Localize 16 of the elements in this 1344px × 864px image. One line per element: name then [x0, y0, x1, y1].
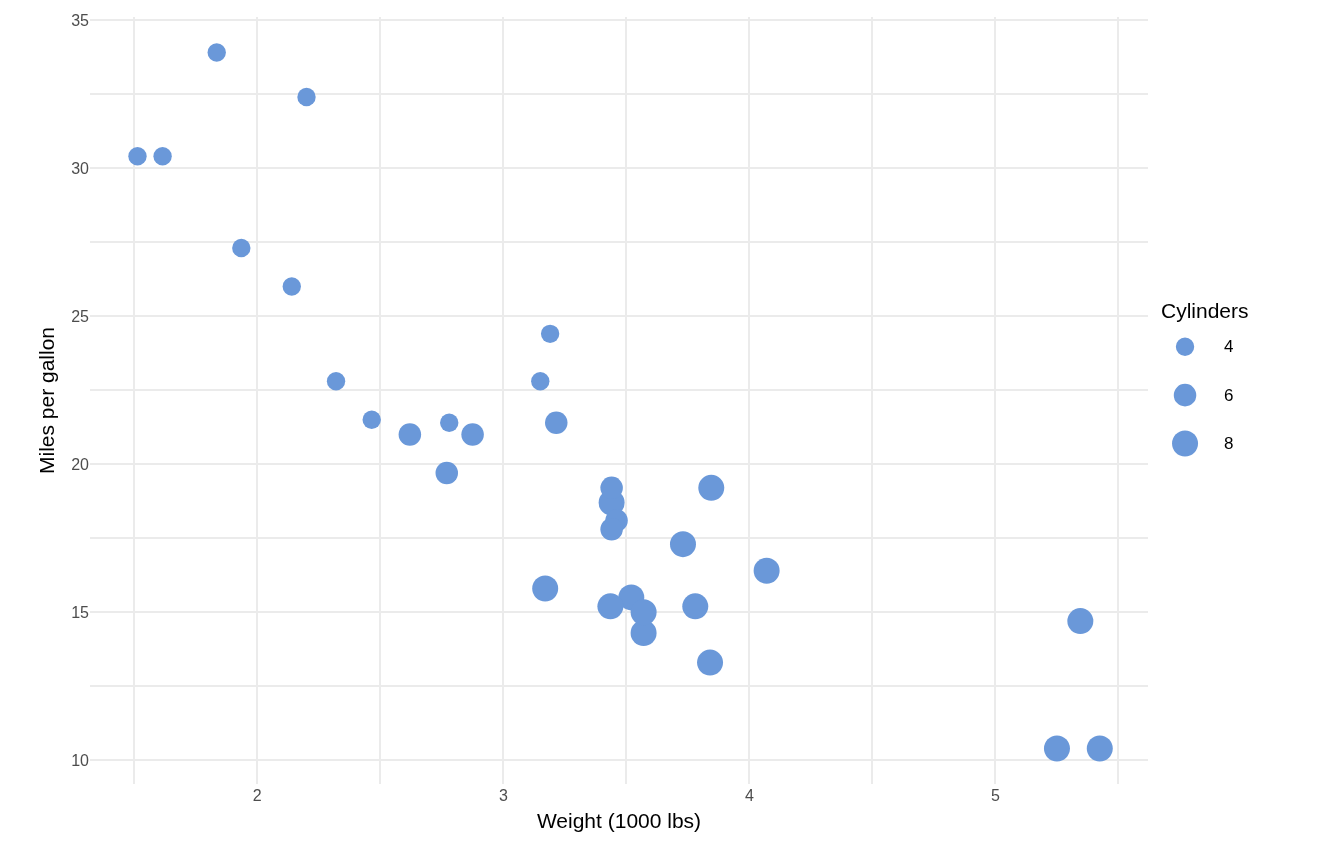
- y-tick-label: 20: [71, 455, 90, 473]
- y-axis-title: Miles per gallon: [35, 326, 59, 475]
- legend-label: 8: [1224, 434, 1234, 453]
- x-tick-label: 2: [252, 787, 262, 804]
- legend-label: 4: [1224, 337, 1234, 356]
- x-tick-label: 4: [744, 787, 754, 804]
- x-tick-label: 3: [498, 787, 508, 804]
- x-tick-label: 5: [991, 787, 1000, 804]
- y-tick-label: 25: [71, 307, 90, 325]
- y-tick-label: 10: [71, 751, 90, 769]
- legend-title: Cylinders: [1161, 299, 1249, 322]
- y-tick-label: 35: [71, 11, 90, 29]
- y-tick-label: 15: [71, 603, 90, 621]
- legend-label: 6: [1224, 386, 1234, 405]
- y-tick-label: 30: [71, 159, 90, 177]
- x-axis-title: Weight (1000 lbs): [536, 809, 702, 833]
